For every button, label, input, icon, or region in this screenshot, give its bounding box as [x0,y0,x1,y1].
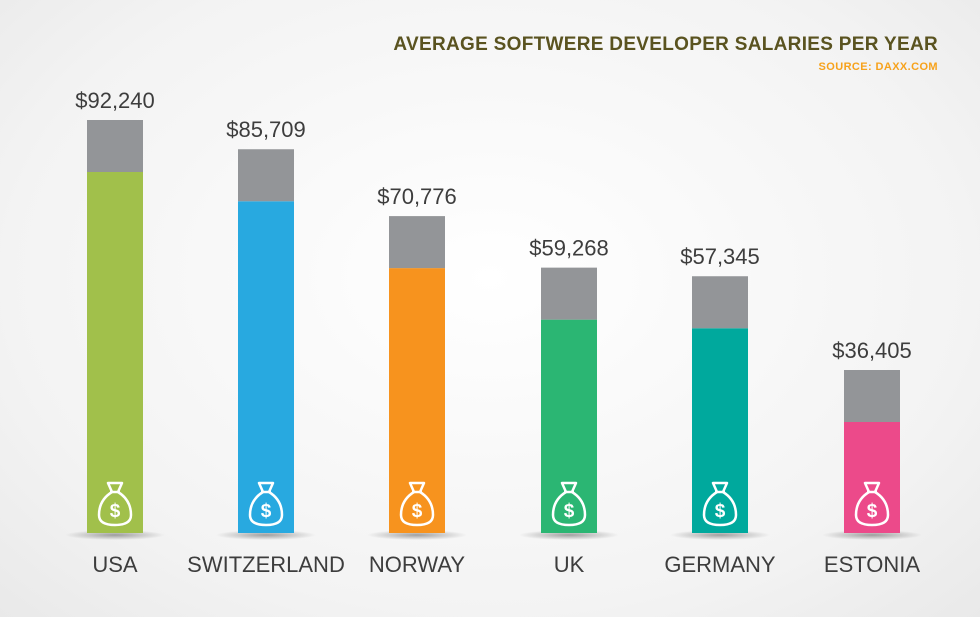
money-bag-outline [854,481,890,527]
bar-cap [692,276,748,329]
bar-usa [87,172,143,533]
bar-norway [389,268,445,533]
category-label: UK [554,552,585,577]
money-bag-icon: $ [854,481,890,527]
money-bag-outline [248,481,284,527]
category-label: ESTONIA [824,552,921,577]
money-bag-icon: $ [702,481,738,527]
bar-cap [238,149,294,202]
bar-uk [541,319,597,533]
category-label: USA [92,552,138,577]
bar-cap [844,369,900,422]
category-label: GERMANY [664,552,776,577]
dollar-sign: $ [867,501,878,522]
chart-title: AVERAGE SOFTWERE DEVELOPER SALARIES PER … [393,34,938,55]
money-bag-outline [551,481,587,527]
value-label: $92,240 [75,88,155,113]
money-bag-outline [97,481,133,527]
value-label: $57,345 [680,244,760,269]
category-label: NORWAY [369,552,465,577]
money-bag-outline [399,481,435,527]
chart-source: SOURCE: DAXX.COM [818,61,938,73]
value-label: $36,405 [832,338,912,363]
value-label: $85,709 [226,117,306,142]
money-bag-icon: $ [551,481,587,527]
bar-cap [389,216,445,269]
bar-cap [541,267,597,320]
value-label: $59,268 [529,236,609,261]
dollar-sign: $ [564,501,575,522]
money-bag-icon: $ [248,481,284,527]
bar-cap [87,120,143,172]
money-bag-icon: $ [97,481,133,527]
dollar-sign: $ [715,501,726,522]
category-label: SWITZERLAND [187,552,345,577]
dollar-sign: $ [261,501,272,522]
bar-germany [692,328,748,533]
value-label: $70,776 [377,184,457,209]
dollar-sign: $ [110,501,121,522]
dollar-sign: $ [412,501,423,522]
money-bag-icon: $ [399,481,435,527]
bar-estonia [844,421,900,533]
bar-switzerland [238,201,294,533]
money-bag-outline [702,481,738,527]
